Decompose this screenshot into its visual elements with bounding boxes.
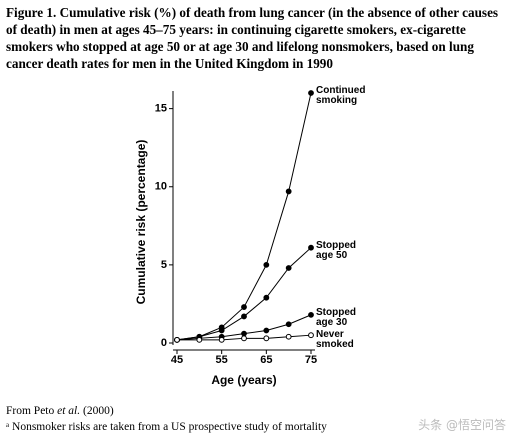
- point: [241, 330, 247, 337]
- title: Figure 1. Cumulative risk (%) of death f…: [6, 5, 499, 71]
- y-axis-label: Cumulative risk (percentage): [134, 140, 148, 305]
- point: [308, 90, 314, 96]
- y-tick-label: 15: [155, 103, 167, 115]
- point: [308, 332, 314, 339]
- y-tick-label: 0: [161, 337, 167, 349]
- x-axis-label: Age (years): [211, 373, 276, 387]
- series-label: Stopped age 30: [316, 306, 356, 328]
- series-label: Continued smoking: [316, 85, 366, 106]
- y-tick-label: 10: [155, 181, 167, 193]
- point: [174, 336, 180, 343]
- point: [285, 188, 292, 195]
- y-tick-label: 5: [161, 259, 167, 271]
- point: [263, 261, 270, 268]
- point: [263, 335, 270, 342]
- watermark: 头条 @悟空问答: [418, 418, 506, 432]
- point: [241, 304, 247, 310]
- source-text: From Peto: [6, 405, 58, 417]
- source: From Peto et al. (2000): [6, 405, 114, 417]
- source-text: et al.: [57, 405, 81, 417]
- point: [218, 336, 225, 343]
- x-tick-label: 75: [305, 354, 317, 366]
- x-tick-label: 45: [171, 354, 183, 366]
- point: [308, 311, 314, 318]
- point: [285, 321, 292, 328]
- x-tick-label: 55: [216, 354, 228, 366]
- point: [308, 244, 314, 251]
- series-line: [176, 92, 312, 341]
- x-tick-label: 65: [260, 354, 272, 366]
- footnote: ᵃ Nonsmoker risks are taken from a US pr…: [6, 421, 327, 433]
- point: [218, 327, 225, 334]
- point: [241, 313, 247, 320]
- point: [285, 265, 292, 271]
- series-label: Stopped age 50: [316, 239, 356, 261]
- point: [285, 333, 292, 340]
- source-text: (2000): [80, 405, 114, 417]
- point: [196, 336, 203, 343]
- point: [263, 327, 270, 334]
- point: [241, 335, 247, 342]
- series-label: Never smoked: [316, 329, 354, 351]
- point: [263, 294, 270, 301]
